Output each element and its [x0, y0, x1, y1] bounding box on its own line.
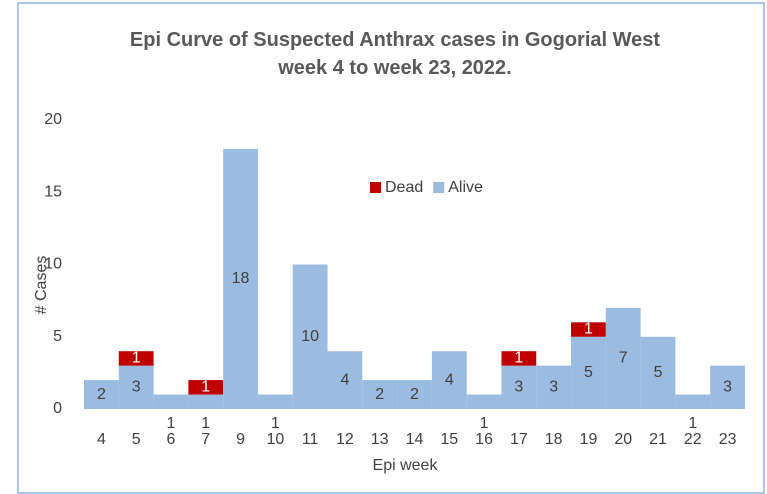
x-tick-label: 10	[266, 431, 284, 448]
data-label: 1	[514, 350, 523, 367]
x-tick-label: 11	[302, 431, 319, 448]
x-tick-label: 6	[167, 431, 176, 448]
bar-segment	[501, 365, 537, 409]
data-label: 1	[132, 350, 141, 367]
x-tick-label: 15	[440, 431, 458, 448]
x-tick-label: 18	[545, 431, 563, 448]
bar-segment	[188, 394, 224, 409]
data-label: 1	[480, 415, 489, 432]
legend-label: Alive	[448, 179, 483, 196]
x-tick-label: 21	[649, 431, 667, 448]
data-label: 4	[445, 371, 454, 388]
bar-segment	[640, 336, 676, 409]
bar-segment	[292, 264, 328, 409]
x-tick-label: 12	[336, 431, 354, 448]
y-tick-label: 15	[44, 183, 62, 200]
chart-title: Epi Curve of Suspected Anthrax cases in …	[129, 29, 661, 79]
bar-segment	[466, 394, 502, 409]
x-tick-label: 22	[684, 431, 702, 448]
bar-segment	[257, 394, 293, 409]
x-tick-label: 17	[510, 431, 528, 448]
x-tick-label: 13	[371, 431, 389, 448]
data-label: 18	[232, 270, 250, 287]
data-label: 2	[97, 386, 106, 403]
bar-segment	[710, 365, 745, 409]
x-tick-label: 14	[406, 431, 424, 448]
x-tick-label: 7	[201, 431, 210, 448]
x-tick-label: 16	[475, 431, 493, 448]
bar-segment	[571, 336, 606, 409]
x-axis-label: Epi week	[373, 457, 439, 474]
y-axis-label: # Cases	[33, 256, 50, 315]
bar-segment	[327, 351, 363, 409]
legend-swatch	[370, 182, 381, 193]
bar-segment	[118, 365, 154, 409]
data-label: 3	[723, 379, 732, 396]
data-label: 4	[340, 371, 349, 388]
legend-label: Dead	[385, 179, 423, 196]
bar-segment	[153, 394, 189, 409]
data-label: 1	[271, 415, 280, 432]
data-label: 5	[654, 364, 663, 381]
data-label: 7	[619, 350, 628, 367]
bar-segment	[675, 394, 711, 409]
data-label: 2	[410, 386, 419, 403]
bar-segment	[605, 307, 641, 409]
bar-segment	[118, 351, 154, 366]
bar-segment	[397, 380, 432, 409]
data-label: 3	[514, 379, 523, 396]
data-label: 3	[549, 379, 558, 396]
bar-segment	[571, 322, 606, 337]
x-tick-label: 20	[614, 431, 632, 448]
bar-segment	[188, 380, 224, 395]
bar-segment	[501, 351, 537, 366]
legend-swatch	[433, 182, 445, 193]
bar-segment	[431, 351, 467, 409]
data-label: 10	[301, 328, 319, 345]
bar-segment	[536, 365, 572, 409]
y-tick-label: 0	[53, 400, 62, 417]
data-label: 1	[584, 321, 593, 338]
y-tick-label: 5	[53, 328, 62, 345]
x-tick-label: 23	[719, 431, 737, 448]
y-tick-label: 20	[44, 111, 62, 128]
bar-segment	[362, 380, 398, 409]
data-label: 2	[375, 386, 384, 403]
data-label: 1	[201, 379, 210, 396]
data-label: 1	[688, 415, 697, 432]
x-tick-label: 19	[580, 431, 598, 448]
x-tick-label: 4	[97, 431, 106, 448]
bar-segment	[84, 380, 119, 409]
y-tick-label: 10	[44, 256, 62, 273]
x-tick-label: 5	[132, 431, 141, 448]
data-label: 1	[167, 415, 176, 432]
data-label: 5	[584, 364, 593, 381]
data-label: 3	[132, 379, 141, 396]
x-tick-label: 9	[236, 431, 245, 448]
data-label: 1	[201, 415, 210, 432]
bar-segment	[223, 148, 258, 409]
chart-frame	[17, 2, 765, 494]
